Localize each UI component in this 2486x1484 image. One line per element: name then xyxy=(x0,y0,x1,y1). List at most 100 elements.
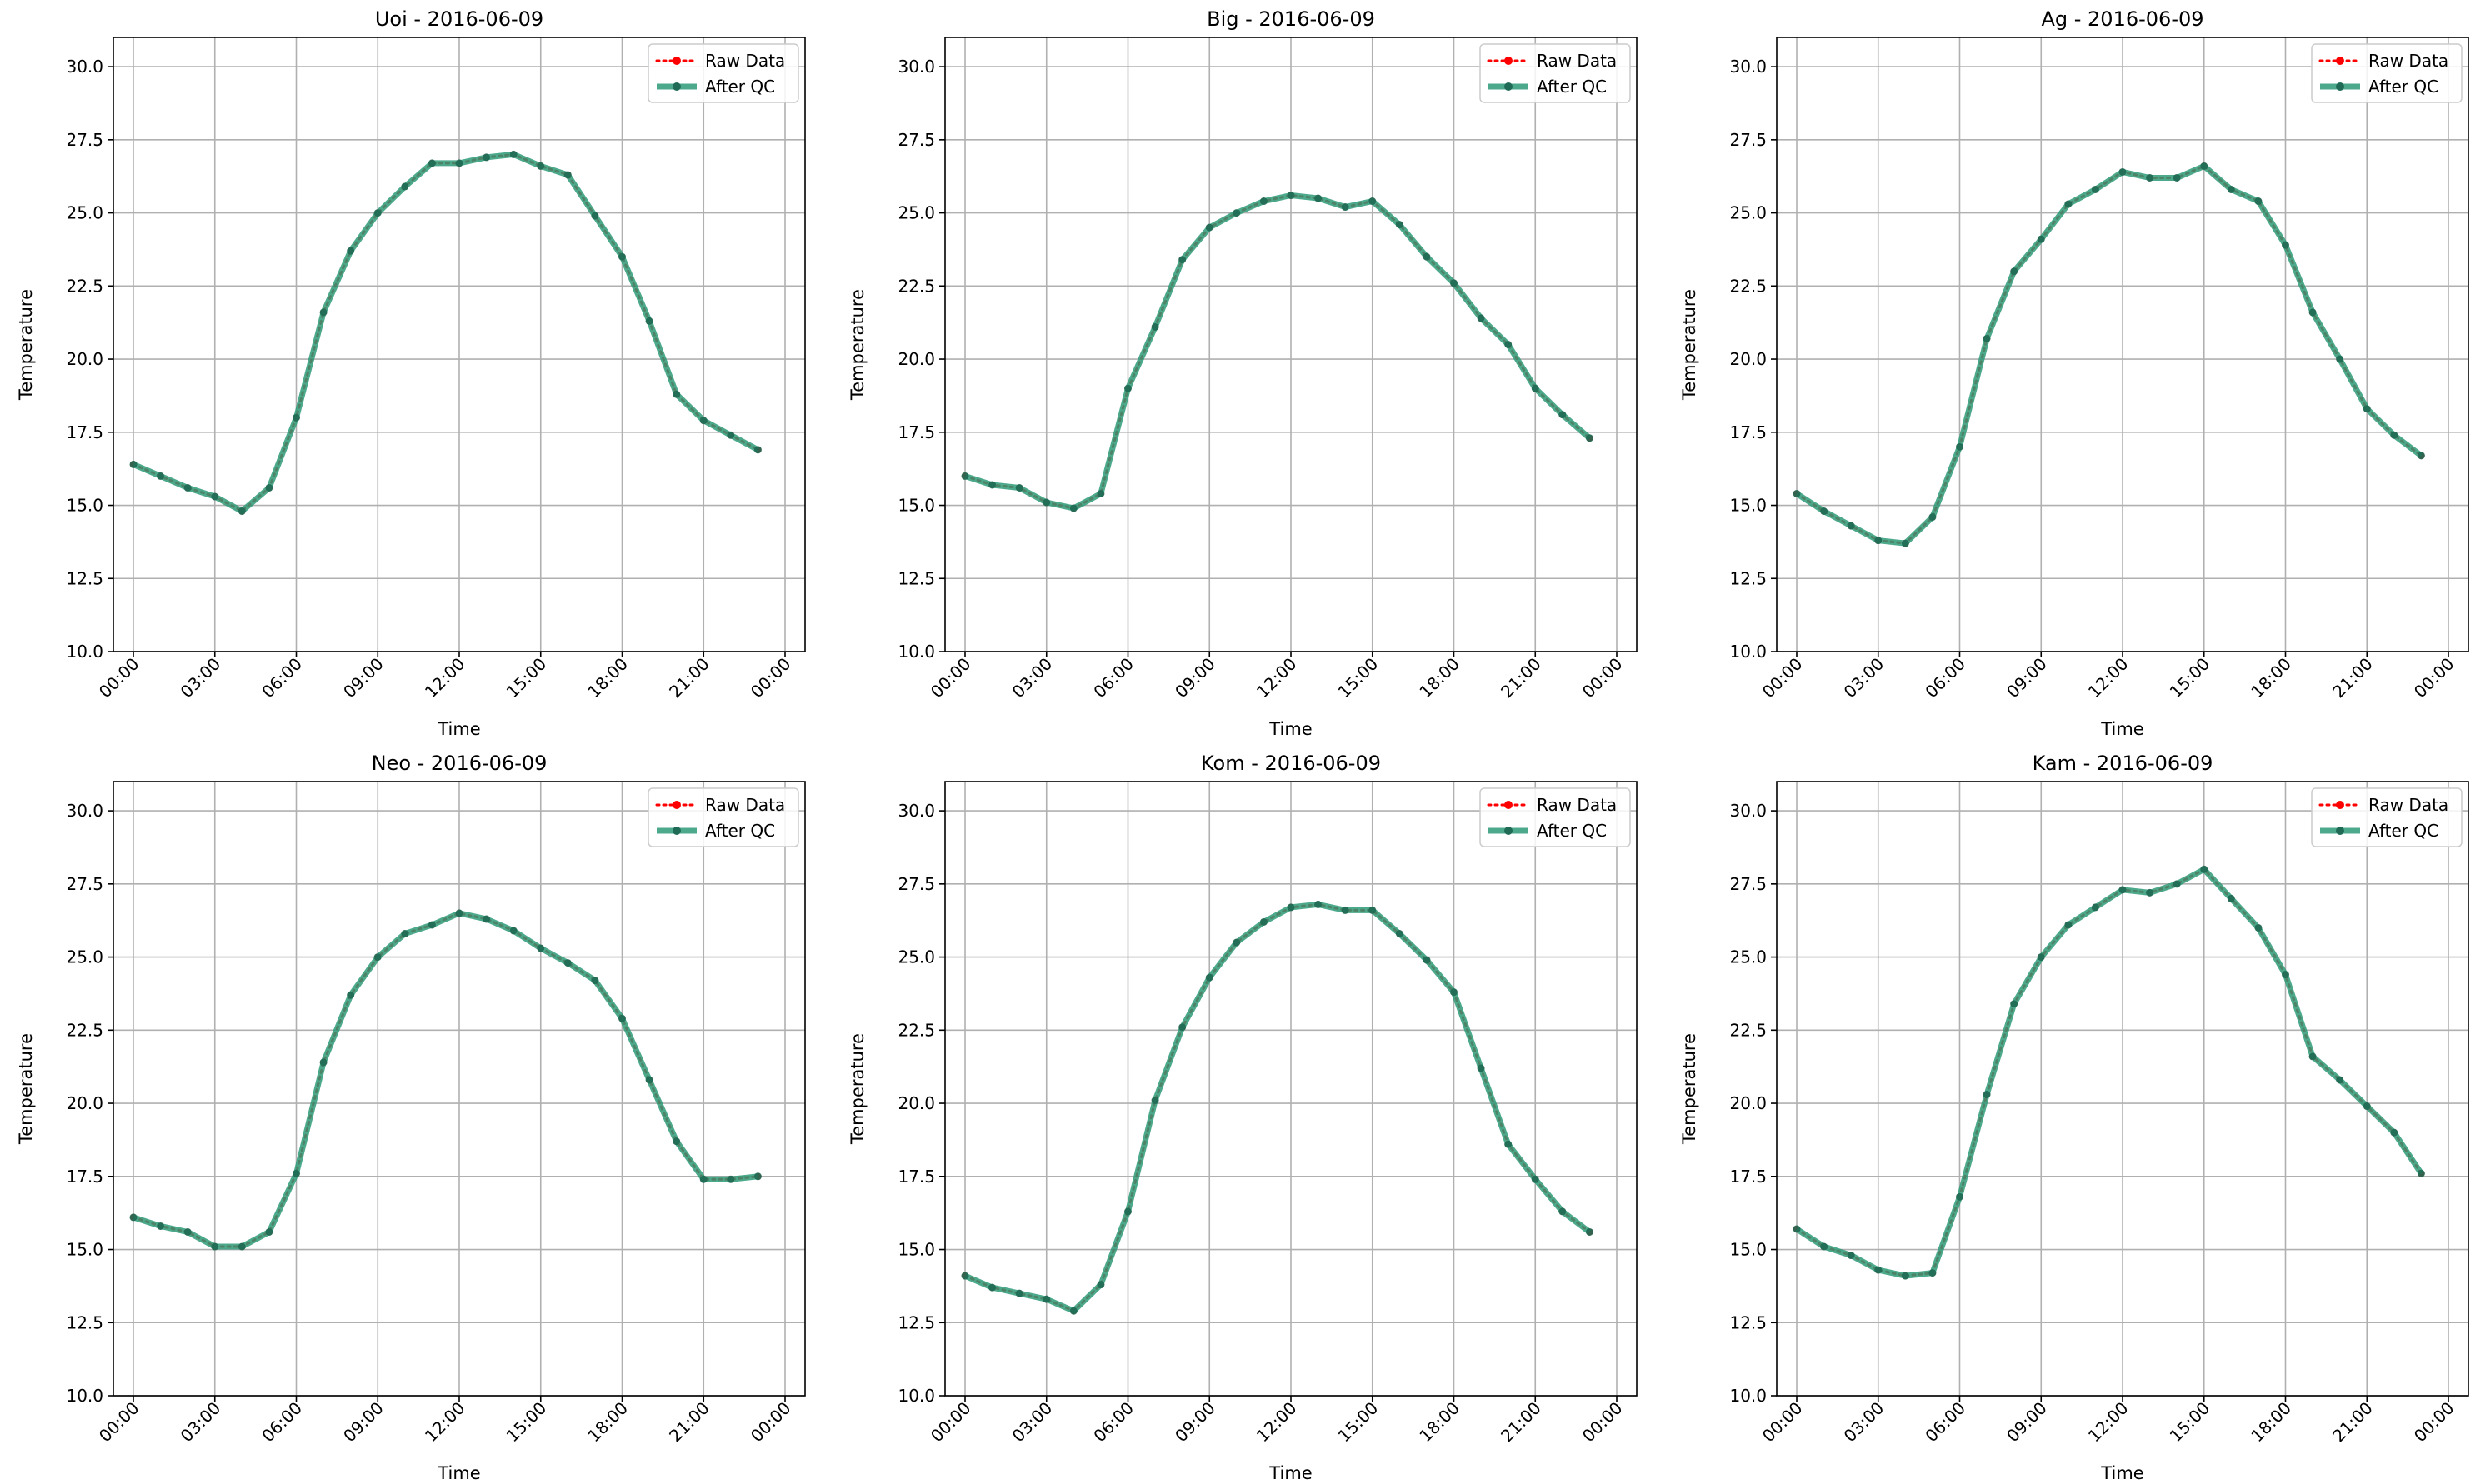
series-line-after-qc xyxy=(1795,866,2424,1279)
data-point-after-qc xyxy=(1956,1192,1963,1201)
data-point-after-qc xyxy=(347,247,355,255)
x-tick-label: 21:00 xyxy=(1497,654,1545,702)
legend-label-raw: Raw Data xyxy=(2368,795,2448,815)
data-point-after-qc xyxy=(2064,200,2073,208)
data-point-after-qc xyxy=(1531,1175,1539,1183)
data-point-after-qc xyxy=(1423,252,1431,261)
y-tick-label: 27.5 xyxy=(66,130,103,150)
y-tick-label: 27.5 xyxy=(1729,130,1767,150)
data-point-after-qc xyxy=(1341,203,1349,212)
y-tick-label: 20.0 xyxy=(66,349,103,369)
y-tick-label: 25.0 xyxy=(1729,947,1767,967)
x-tick-label: 06:00 xyxy=(1089,1398,1138,1447)
y-tick-label: 30.0 xyxy=(66,801,103,821)
y-tick-label: 12.5 xyxy=(1729,1312,1767,1332)
y-axis-label: Temperature xyxy=(848,289,868,401)
x-tick-label: 09:00 xyxy=(1171,1398,1219,1447)
chart-title: Uoi - 2016-06-09 xyxy=(375,7,543,31)
data-point-after-qc xyxy=(1504,341,1513,348)
x-tick-label: 09:00 xyxy=(339,1398,388,1447)
x-axis-label: Time xyxy=(1268,719,1312,739)
data-point-after-qc xyxy=(2037,953,2045,962)
x-tick-label: 18:00 xyxy=(2247,654,2295,702)
y-tick-label: 25.0 xyxy=(1729,203,1767,223)
legend: Raw Data After QC xyxy=(1479,43,1631,103)
y-tick-label: 22.5 xyxy=(66,1020,103,1040)
data-point-after-qc xyxy=(1820,507,1828,516)
data-point-after-qc xyxy=(618,252,626,261)
y-tick-label: 22.5 xyxy=(898,1020,935,1040)
x-tick-label: 21:00 xyxy=(1497,1398,1545,1447)
data-point-after-qc xyxy=(1205,223,1213,232)
x-tick-label: 12:00 xyxy=(1253,1398,1301,1447)
grid xyxy=(113,37,805,652)
data-point-after-qc xyxy=(1531,384,1539,392)
x-tick-label: 00:00 xyxy=(1578,654,1627,702)
legend-label-qc: After QC xyxy=(1537,821,1607,841)
data-point-after-qc xyxy=(645,1076,653,1084)
grid xyxy=(1777,782,2468,1397)
x-tick-label: 18:00 xyxy=(583,654,632,702)
data-point-after-qc xyxy=(1874,537,1883,545)
data-point-after-qc xyxy=(727,1175,735,1183)
data-point-after-qc xyxy=(1259,917,1268,926)
y-tick-label: 22.5 xyxy=(898,276,935,296)
data-point-after-qc xyxy=(1477,1064,1485,1072)
chart-panel-0: Uoi - 2016-06-09 10.0 12.5 15.0 17.5 20.0 22.5… xyxy=(16,7,806,739)
x-tick-label: 00:00 xyxy=(747,1398,795,1447)
y-tick-label: 12.5 xyxy=(898,568,935,588)
y-tick-label: 20.0 xyxy=(1729,1093,1767,1113)
y-tick-label: 30.0 xyxy=(1729,801,1767,821)
x-tick-label: 15:00 xyxy=(1334,654,1383,702)
data-point-after-qc xyxy=(1928,513,1937,522)
chart-panel-5: Kam - 2016-06-09 10.0 12.5 15.0 17.5 20.0 22.5… xyxy=(1679,752,2469,1483)
y-tick-label: 30.0 xyxy=(66,57,103,77)
data-point-after-qc xyxy=(1314,194,1323,202)
y-tick-label: 25.0 xyxy=(898,947,935,967)
x-tick-label: 09:00 xyxy=(2003,1398,2051,1447)
data-point-after-qc xyxy=(2118,886,2127,894)
data-point-after-qc xyxy=(1423,956,1431,964)
data-point-after-qc xyxy=(1097,489,1105,497)
y-tick-label: 12.5 xyxy=(1729,568,1767,588)
data-point-after-qc xyxy=(2390,431,2398,439)
x-tick-label: 21:00 xyxy=(2328,654,2377,702)
data-point-after-qc xyxy=(1341,906,1349,914)
data-point-after-qc xyxy=(1901,1272,1909,1280)
data-point-after-qc xyxy=(2254,197,2263,206)
y-tick-label: 22.5 xyxy=(1729,276,1767,296)
data-point-after-qc xyxy=(753,1172,762,1181)
legend-label-qc: After QC xyxy=(705,77,775,97)
y-axis-label: Temperature xyxy=(848,1033,868,1145)
y-tick-label: 20.0 xyxy=(898,1093,935,1113)
data-point-after-qc xyxy=(2173,173,2181,182)
x-tick-label: 06:00 xyxy=(1089,654,1138,702)
data-point-after-qc xyxy=(1504,1140,1513,1148)
x-tick-label: 15:00 xyxy=(2166,654,2214,702)
data-point-after-qc xyxy=(238,507,246,516)
x-axis-label: Time xyxy=(2100,719,2143,739)
y-tick-label: 25.0 xyxy=(66,947,103,967)
y-tick-label: 22.5 xyxy=(66,276,103,296)
y-tick-label: 30.0 xyxy=(898,801,935,821)
chart-title: Kam - 2016-06-09 xyxy=(2033,752,2213,775)
x-tick-label: 21:00 xyxy=(665,654,713,702)
data-point-after-qc xyxy=(1847,522,1855,530)
data-point-after-qc xyxy=(2308,1052,2317,1061)
data-point-after-qc xyxy=(673,1137,681,1146)
data-point-after-qc xyxy=(2417,1169,2425,1177)
series-line-after-qc xyxy=(963,901,1592,1314)
data-point-after-qc xyxy=(563,959,572,967)
y-tick-label: 30.0 xyxy=(1729,57,1767,77)
grid xyxy=(945,37,1637,652)
data-point-after-qc xyxy=(509,150,518,158)
x-tick-label: 03:00 xyxy=(1008,654,1057,702)
legend-marker-qc xyxy=(1504,82,1513,91)
y-tick-label: 25.0 xyxy=(898,203,935,223)
data-point-after-qc xyxy=(1585,1227,1593,1236)
data-point-after-qc xyxy=(2146,888,2154,897)
x-tick-label: 12:00 xyxy=(421,654,469,702)
legend-label-raw: Raw Data xyxy=(705,51,785,71)
data-point-after-qc xyxy=(2336,1076,2344,1084)
x-tick-label: 00:00 xyxy=(1578,1398,1627,1447)
